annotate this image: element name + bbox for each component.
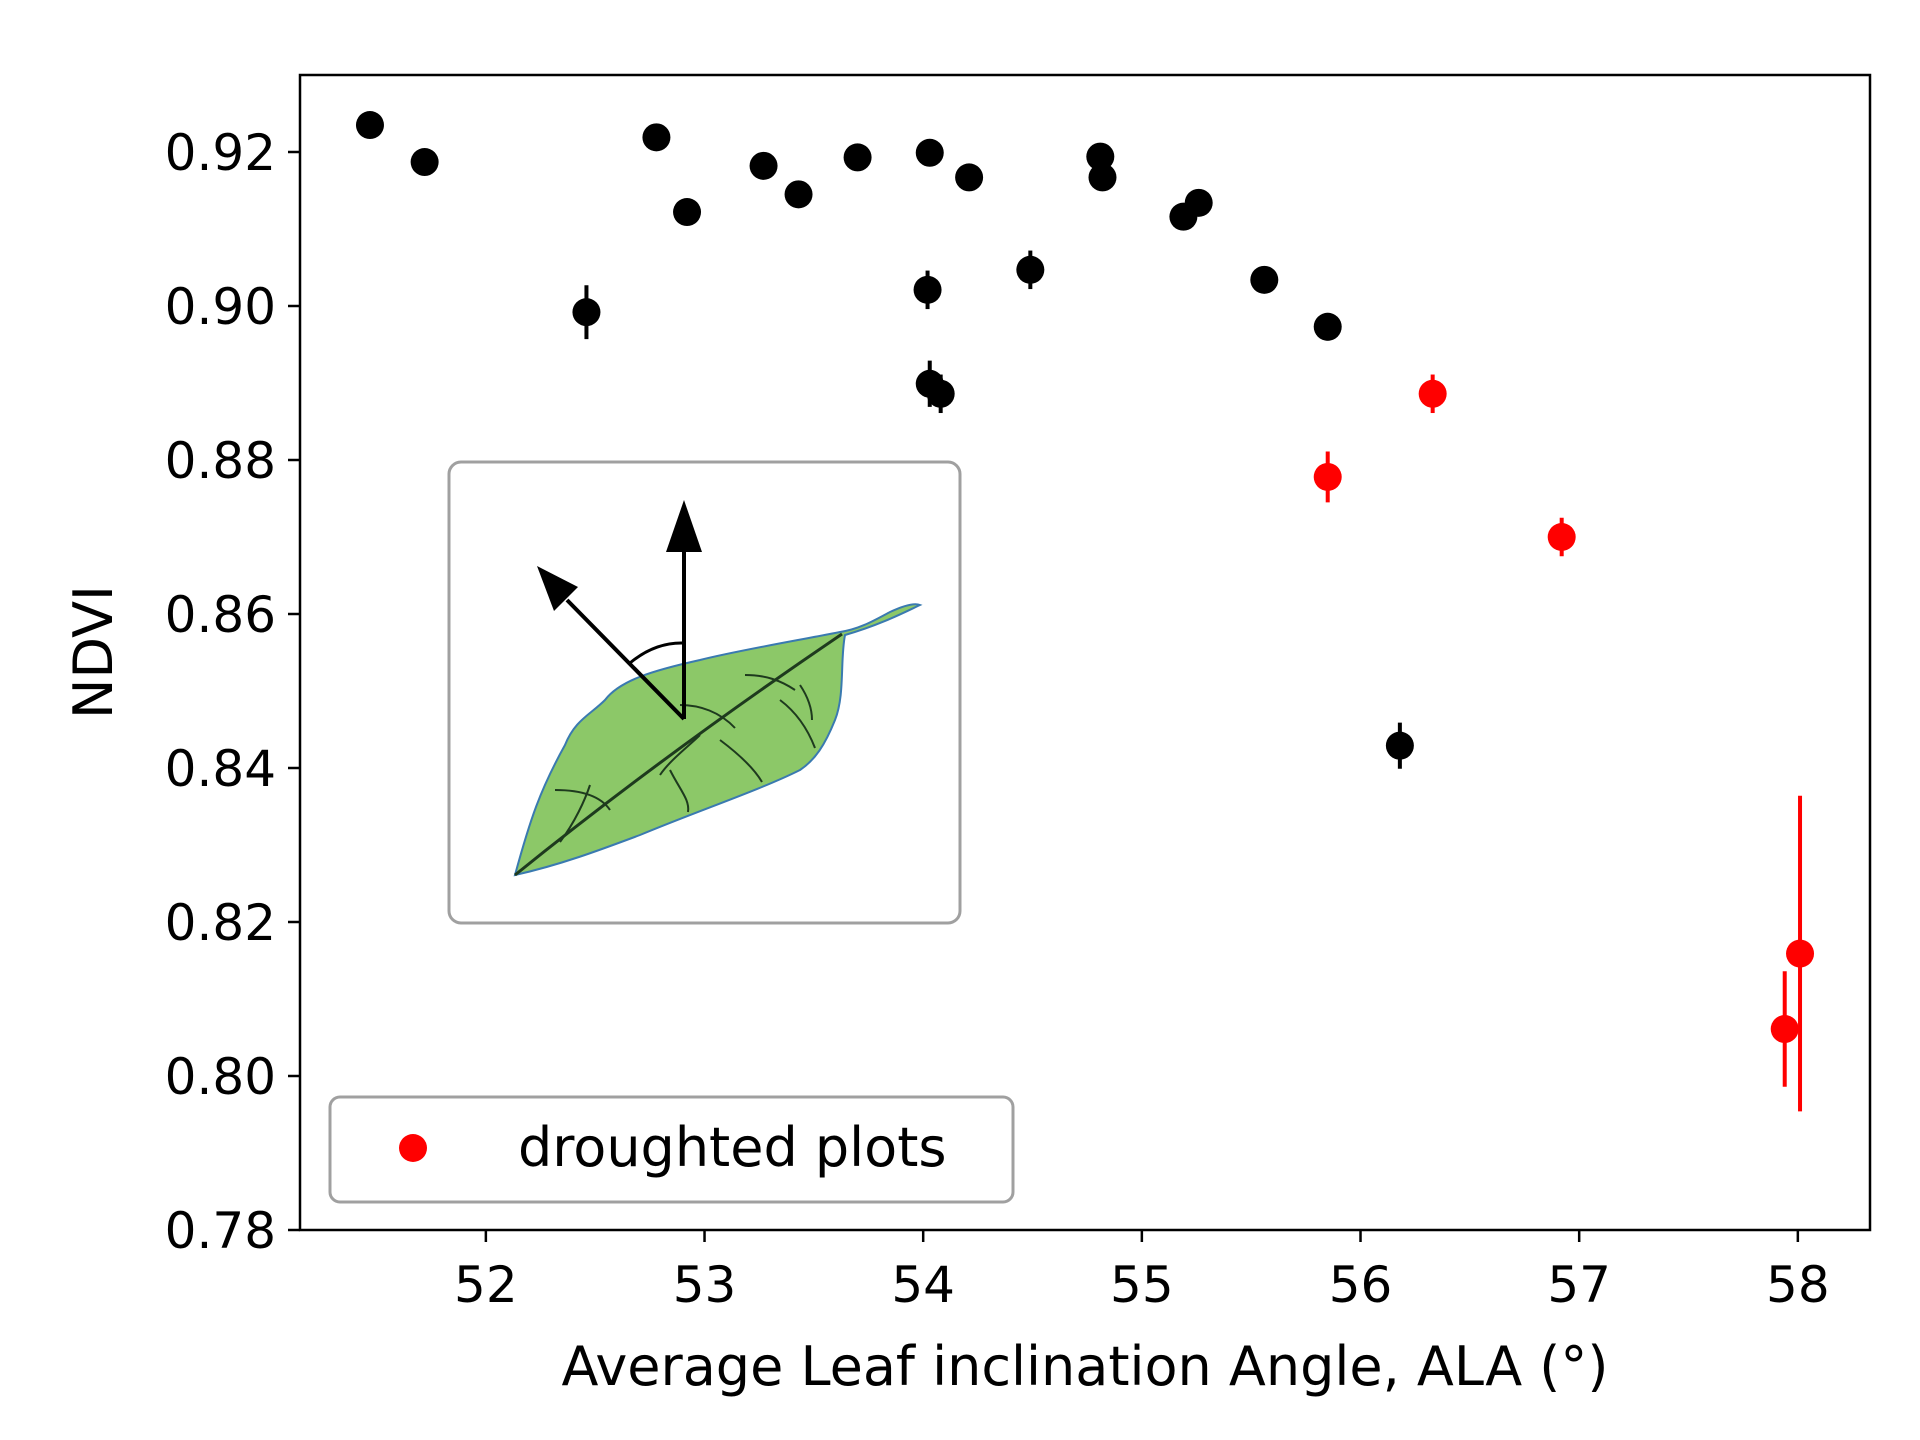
droughted-data-point	[1547, 523, 1576, 551]
inset-diagram	[447, 460, 962, 925]
data-point	[1313, 312, 1342, 341]
y-tick-label: 0.88	[165, 432, 276, 490]
y-tick-label: 0.90	[165, 278, 276, 336]
y-tick-label: 0.84	[165, 740, 276, 798]
y-axis-label: NDVI	[62, 585, 125, 719]
y-tick-label: 0.92	[165, 124, 276, 182]
x-tick-label: 58	[1766, 1256, 1830, 1314]
data-point	[673, 198, 702, 227]
y-tick-label: 0.78	[165, 1202, 276, 1260]
data-point	[410, 148, 439, 177]
x-tick-label: 55	[1110, 1256, 1174, 1314]
leaf-illustration	[513, 603, 923, 877]
data-point	[642, 123, 671, 152]
legend-frame	[328, 1095, 1015, 1204]
data-point	[955, 163, 984, 192]
data-point	[749, 151, 778, 180]
x-tick-label: 57	[1547, 1256, 1611, 1314]
data-point	[1086, 142, 1115, 171]
data-point	[1250, 265, 1279, 294]
x-tick-label: 54	[891, 1256, 955, 1314]
droughted-data-point	[1418, 379, 1447, 408]
data-point	[1088, 163, 1117, 192]
normal-arrow-shaft	[565, 598, 686, 721]
data-point	[572, 298, 601, 327]
points-layer	[355, 111, 1815, 1044]
x-tick-label: 56	[1329, 1256, 1393, 1314]
x-axis-label: Average Leaf inclination Angle, ALA (°)	[562, 1335, 1609, 1398]
data-point	[355, 111, 384, 140]
leaf-veins	[554, 674, 816, 843]
angle-arc	[629, 641, 685, 665]
legend-marker-droughted	[399, 1134, 427, 1162]
y-tick-label: 0.80	[165, 1048, 276, 1106]
data-point	[913, 275, 942, 304]
data-point	[1016, 255, 1045, 284]
legend: droughted plots	[328, 1095, 1015, 1204]
leaf-midrib	[514, 632, 843, 877]
droughted-data-point	[1770, 1015, 1799, 1044]
data-point	[926, 379, 955, 408]
y-tick-label: 0.86	[165, 586, 276, 644]
angle-arrows	[537, 500, 702, 721]
data-point	[1184, 188, 1213, 217]
leaf-blade	[513, 603, 923, 877]
droughted-data-point	[1786, 939, 1815, 968]
data-point	[784, 180, 813, 209]
legend-label-droughted: droughted plots	[518, 1116, 947, 1179]
data-point	[1385, 731, 1414, 760]
droughted-data-point	[1313, 462, 1342, 491]
normal-arrowhead	[537, 566, 578, 611]
x-tick-label: 53	[673, 1256, 737, 1314]
ticks-layer: 52 53 54 55 56 57 58 0.78 0.80 0.82 0.84 0.86 0.88 0.…	[165, 124, 1830, 1314]
data-point	[843, 143, 872, 172]
vertical-arrowhead	[666, 500, 702, 552]
x-tick-label: 52	[454, 1256, 518, 1314]
data-point	[915, 138, 944, 167]
y-tick-label: 0.82	[165, 894, 276, 952]
